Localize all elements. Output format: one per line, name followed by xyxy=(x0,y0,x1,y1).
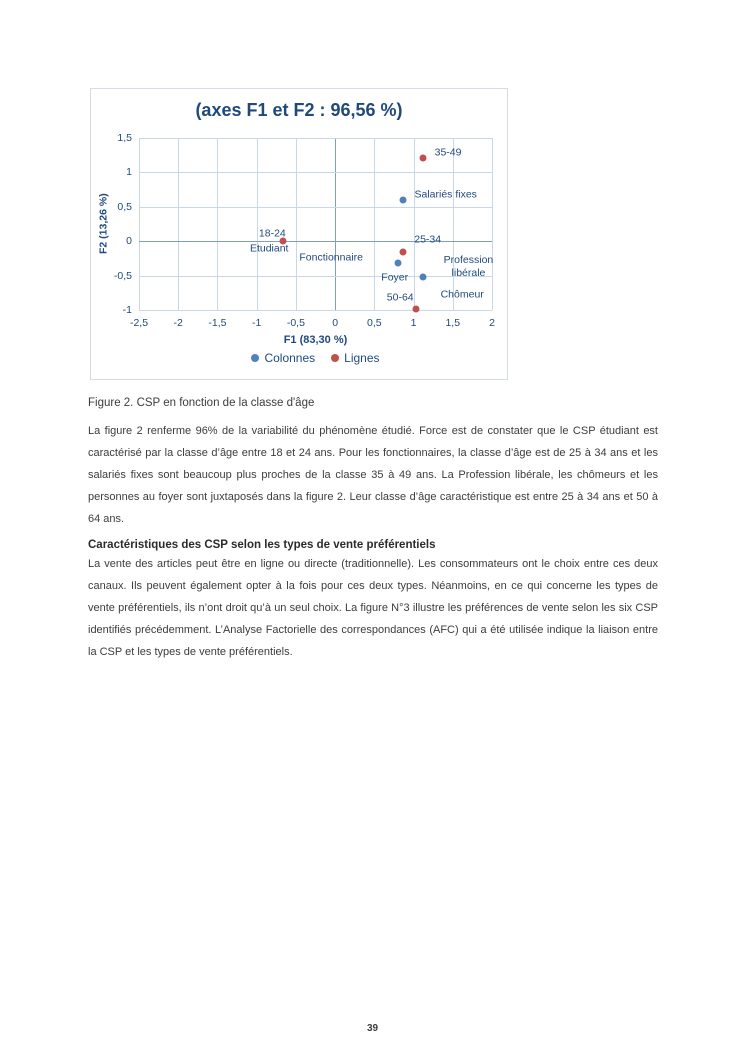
scatter-point-foyer-fonctionnaire xyxy=(394,259,402,267)
gridline-horizontal xyxy=(139,310,492,311)
x-tick-label: 0 xyxy=(332,317,339,329)
legend-item: Colonnes xyxy=(251,351,315,365)
gridline-vertical xyxy=(413,138,415,310)
data-label: 35-49 xyxy=(434,146,462,159)
y-tick-label: -0,5 xyxy=(113,269,132,282)
gridline-horizontal xyxy=(139,206,492,208)
legend-marker-icon xyxy=(331,354,340,362)
chart-title: (axes F1 et F2 : 96,56 %) xyxy=(195,100,403,120)
scatter-point-profession-liberale-chomeur xyxy=(419,273,427,281)
data-label: Etudiant xyxy=(249,242,289,255)
scatter-point-25-34 xyxy=(399,248,407,256)
y-tick-label: -1 xyxy=(122,304,132,316)
page-number: 39 xyxy=(366,1023,379,1034)
gridline-vertical xyxy=(452,138,454,310)
x-tick-label: 1,5 xyxy=(445,317,461,329)
y-tick-label: 1,5 xyxy=(117,132,132,144)
horizontal-axis-line xyxy=(139,241,492,243)
data-label: 50-64 xyxy=(386,291,414,304)
data-label: Profession libérale xyxy=(443,254,494,280)
gridline-vertical xyxy=(295,138,297,310)
data-label: Fonctionnaire xyxy=(299,251,363,264)
scatter-point-salaries-fixes xyxy=(399,196,407,204)
text-content: Figure 2. CSP en fonction de la classe d… xyxy=(88,397,658,672)
data-label: Foyer xyxy=(381,271,409,284)
legend-item-label: Colonnes xyxy=(264,351,316,365)
scatter-point-50-64 xyxy=(412,305,420,313)
x-tick-label: -2,5 xyxy=(129,317,149,329)
legend-item: Lignes xyxy=(331,351,380,365)
paragraph-figure2-analysis: La figure 2 renferme 96% de la variabili… xyxy=(88,425,658,525)
section-heading: Caractéristiques des CSP selon les types… xyxy=(88,539,436,551)
x-tick-label: 1 xyxy=(410,317,417,329)
y-axis-title: F2 (13,26 %) xyxy=(97,193,110,255)
gridline-vertical xyxy=(492,138,493,310)
data-label: Chômeur xyxy=(440,288,484,301)
legend-marker-icon xyxy=(251,354,260,362)
gridline-horizontal xyxy=(139,275,492,277)
legend-item-label: Lignes xyxy=(344,351,380,365)
data-label: 18-24 xyxy=(258,227,286,240)
plot-area: -2,5 -2 -1,5 -1 -0,5 0 0,5 1 1,5 2 1,5 1 0,5 0 -0,5 -1 3… xyxy=(114,132,495,329)
x-tick-label: -1,5 xyxy=(208,317,227,329)
scatter-point-18-24 xyxy=(279,237,287,244)
gridline-vertical xyxy=(217,138,219,310)
figure-chart: (axes F1 et F2 : 96,56 %) F2 (13,26 %) -… xyxy=(90,88,508,380)
x-tick-label: -0,5 xyxy=(286,317,305,329)
gridline-vertical xyxy=(374,138,376,310)
gridline-vertical xyxy=(256,138,258,310)
scatter-point-35-49 xyxy=(419,154,427,162)
paragraph-vente-preferentiels: La vente des articles peut être en ligne… xyxy=(88,558,658,658)
y-tick-label: 0,5 xyxy=(117,200,132,213)
x-tick-label: 0,5 xyxy=(367,317,382,329)
chart-legend: Colonnes Lignes xyxy=(139,351,492,365)
data-label: Salariés fixes xyxy=(414,188,477,201)
gridline-horizontal xyxy=(139,172,492,174)
data-label: 25-34 xyxy=(414,233,442,246)
vertical-axis-line xyxy=(335,138,337,310)
y-tick-label: 1 xyxy=(126,166,132,179)
x-axis-title: F1 (83,30 %) xyxy=(283,334,348,346)
x-tick-label: 2 xyxy=(489,317,495,329)
x-tick-label: -2 xyxy=(173,317,183,329)
y-tick-label: 0 xyxy=(126,235,132,248)
gridline-horizontal xyxy=(139,138,492,139)
gridline-vertical xyxy=(178,138,180,310)
x-tick-label: -1 xyxy=(251,317,262,329)
figure-caption: Figure 2. CSP en fonction de la classe d… xyxy=(88,397,315,409)
gridline-vertical xyxy=(139,138,140,310)
